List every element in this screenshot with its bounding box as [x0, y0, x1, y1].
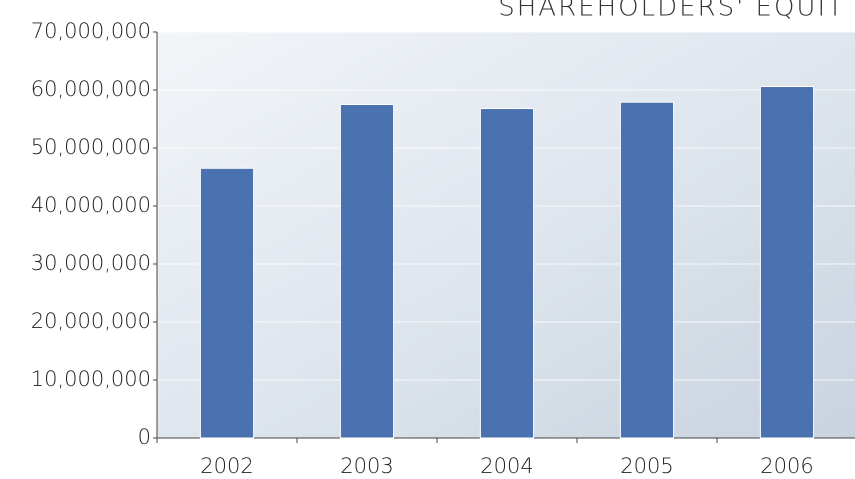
y-tick-label: 50,000,000: [31, 135, 151, 159]
bar: [620, 102, 673, 438]
bar: [760, 87, 813, 438]
chart-title: SHAREHOLDERS' EQUIT: [498, 0, 845, 23]
bar: [200, 168, 253, 438]
y-tick-label: 40,000,000: [31, 193, 151, 217]
y-tick-label: 10,000,000: [31, 367, 151, 391]
x-tick-label: 2003: [340, 454, 393, 478]
y-tick-label: 70,000,000: [31, 19, 151, 43]
x-tick-label: 2004: [480, 454, 533, 478]
y-tick-label: 0: [138, 425, 151, 449]
y-tick-label: 20,000,000: [31, 309, 151, 333]
y-tick-label: 30,000,000: [31, 251, 151, 275]
y-tick-label: 60,000,000: [31, 77, 151, 101]
x-tick-label: 2002: [200, 454, 253, 478]
bar: [480, 109, 533, 438]
x-tick-label: 2006: [760, 454, 813, 478]
chart: SHAREHOLDERS' EQUIT 0 10,000,000 20,000,00…: [0, 0, 855, 479]
x-tick-label: 2005: [620, 454, 673, 478]
bar: [340, 105, 393, 439]
